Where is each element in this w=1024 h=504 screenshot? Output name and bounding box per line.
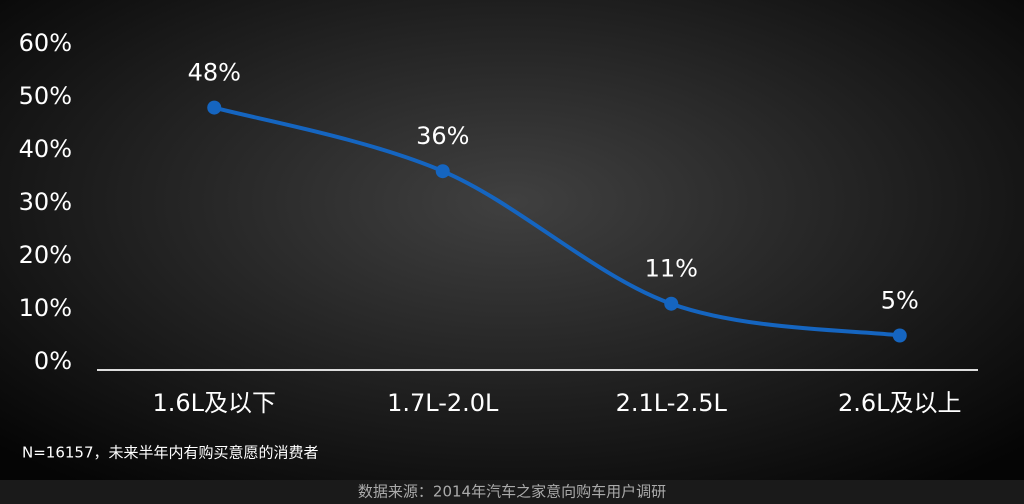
point	[664, 296, 679, 311]
y-tick-label: 0%	[34, 347, 72, 375]
source: 数据来源：2014年汽车之家意向购车用户调研	[358, 483, 666, 501]
x-tick-label: 1.7L-2.0L	[387, 389, 499, 417]
point	[435, 164, 450, 179]
y-tick-label: 10%	[19, 294, 72, 322]
y-tick-label: 20%	[19, 241, 72, 269]
note: N=16157，未来半年内有购买意愿的消费者	[22, 444, 319, 462]
y-tick-label: 40%	[19, 135, 72, 163]
value-label: 48%	[188, 59, 241, 87]
x-tick-label: 2.6L及以上	[838, 389, 962, 417]
source-bar	[0, 480, 1024, 504]
point	[892, 328, 907, 343]
line	[213, 105, 901, 338]
x-tick-label: 2.1L-2.5L	[616, 389, 728, 417]
value-label: 36%	[416, 122, 469, 150]
value-label: 5%	[881, 287, 919, 315]
y-tick-label: 30%	[19, 188, 72, 216]
x-tick-label: 1.6L及以下	[152, 389, 276, 417]
y-tick-label: 60%	[19, 29, 72, 57]
value-label: 11%	[645, 255, 698, 283]
y-tick-label: 50%	[19, 82, 72, 110]
point	[207, 100, 222, 115]
